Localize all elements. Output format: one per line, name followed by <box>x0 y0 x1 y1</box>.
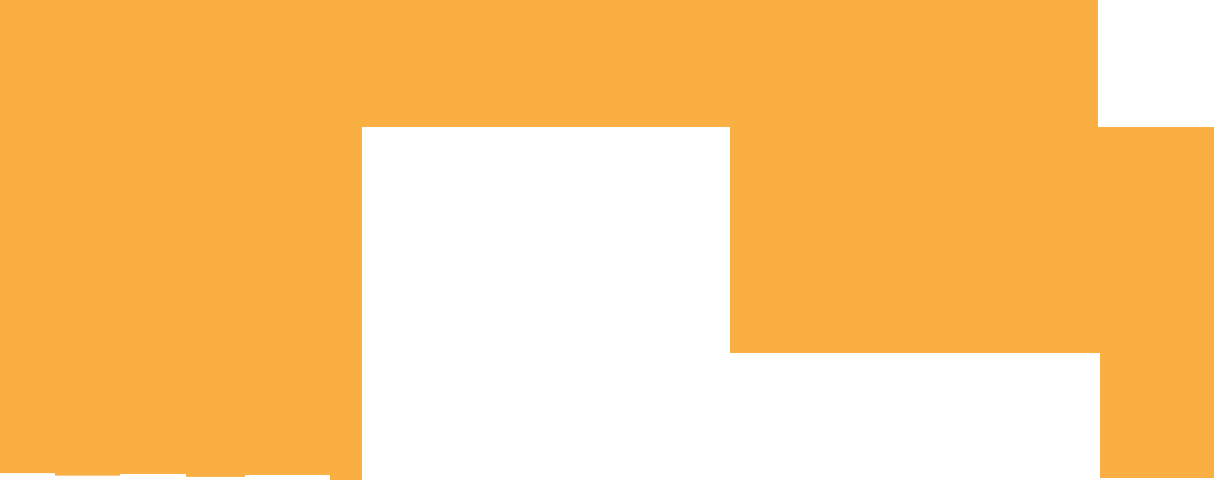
orange-block-right-column <box>1100 353 1214 478</box>
orange-block-top-band <box>0 0 1098 127</box>
orange-block-left-column-foot <box>0 469 362 480</box>
orange-block-left-column <box>0 127 362 469</box>
orange-block-mid-right-band <box>730 127 1214 353</box>
white-region-center-panel <box>362 127 730 480</box>
white-region-top-right-notch <box>1098 0 1214 127</box>
white-region-bottom-field <box>730 353 1100 480</box>
